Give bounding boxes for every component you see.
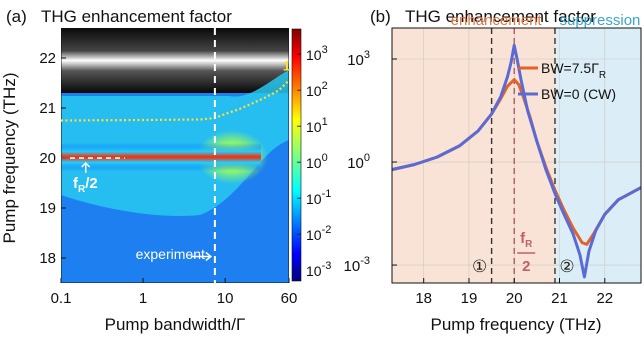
legend-label-main-0: BW=7.5Γ bbox=[541, 60, 599, 76]
panel-a-xtick-label: 1 bbox=[139, 290, 147, 307]
experiment-arrow bbox=[190, 251, 213, 262]
panel-b-xlabel: Pump frequency (THz) bbox=[431, 315, 602, 334]
colorbar-tick-exp: 1 bbox=[322, 116, 328, 128]
panel-a-ytick-label: 18 bbox=[39, 250, 56, 267]
panel-b-ytick-base: 10 bbox=[344, 258, 361, 275]
colorbar bbox=[291, 28, 302, 282]
panel-a-xtick-label: 60 bbox=[281, 290, 298, 307]
panel-b-ytick-exp: 0 bbox=[364, 152, 370, 164]
panel-a-ytick-label: 22 bbox=[39, 50, 56, 67]
region-1 bbox=[554, 28, 641, 283]
panel-a-ytick-label: 19 bbox=[39, 200, 56, 217]
heatmap-resonance-band bbox=[61, 143, 261, 171]
colorbar-tick-label: 101 bbox=[306, 116, 328, 135]
colorbar-tick-exp: -2 bbox=[322, 224, 332, 236]
colorbar-tick-base: 10 bbox=[306, 155, 322, 171]
panel-a-label: (a) bbox=[6, 7, 27, 26]
panel-b-xtick-label: 19 bbox=[461, 290, 478, 307]
colorbar-tick-exp: 2 bbox=[322, 80, 328, 92]
panel-a-axes: 0.1 1 10 60 18 19 20 21 22 bbox=[39, 50, 297, 307]
colorbar-tick-label: 10-1 bbox=[306, 188, 331, 207]
panel-b-ytick-base: 10 bbox=[347, 155, 364, 172]
colorbar-tick-base: 10 bbox=[306, 83, 322, 99]
heatmap-upper-region bbox=[61, 28, 289, 93]
panel-b-ytick-label: 100 bbox=[347, 152, 370, 172]
panel-a-xlabel: Pump bandwidth/Γ bbox=[105, 315, 246, 334]
panel-b-ytick-base: 10 bbox=[347, 52, 364, 69]
colorbar-tick-base: 10 bbox=[306, 119, 322, 135]
panel-b-title: THG enhancement factor bbox=[405, 7, 596, 26]
panel-b-label: (b) bbox=[370, 7, 391, 26]
legend-label-sub-0: R bbox=[599, 70, 606, 81]
colorbar-tick-base: 10 bbox=[306, 47, 322, 63]
colorbar-tick-label: 102 bbox=[306, 80, 328, 99]
colorbar-tick-label: 103 bbox=[306, 44, 328, 63]
colorbar-tick-label: 100 bbox=[306, 152, 328, 171]
colorbar-tick-base: 10 bbox=[306, 263, 322, 279]
panel-b-frame bbox=[391, 27, 642, 284]
panel-a-title: THG enhancement factor bbox=[41, 7, 232, 26]
fR-half-label-main: f bbox=[73, 175, 79, 192]
vline-marker-0: ① bbox=[472, 257, 487, 276]
fR-half-label: fR/2 bbox=[73, 175, 98, 195]
vline-fR-main: f bbox=[520, 230, 526, 247]
region-label-1: suppression bbox=[560, 12, 641, 29]
panel-b-xtick-label: 21 bbox=[551, 290, 568, 307]
colorbar-tick-base: 10 bbox=[306, 227, 322, 243]
panel-b-xtick-label: 20 bbox=[506, 290, 523, 307]
panel-b-plot bbox=[392, 28, 641, 283]
legend: BW=7.5ΓR BW=0 (CW) bbox=[518, 60, 616, 102]
panel-b-xtick-label: 18 bbox=[415, 290, 432, 307]
panel-b-ytick-exp: 3 bbox=[364, 49, 370, 61]
panel-a-ytick-label: 21 bbox=[39, 100, 56, 117]
vline-fR-sub: R bbox=[525, 239, 533, 250]
experiment-label: experiment bbox=[136, 246, 205, 262]
legend-label-main-1: BW=0 (CW) bbox=[541, 86, 616, 102]
region-0 bbox=[392, 28, 555, 283]
panel-a-xtick-label: 0.1 bbox=[51, 290, 72, 307]
panel-a-overlays: 1 experiment fR/2 bbox=[60, 28, 291, 283]
colorbar-tick-exp: -3 bbox=[322, 260, 332, 272]
legend-label-0: BW=7.5ΓR bbox=[541, 60, 606, 81]
heatmap bbox=[61, 28, 289, 283]
fR-half-arrow bbox=[81, 161, 91, 173]
panel-a-ylabel: Pump frequency (THz) bbox=[0, 73, 19, 244]
resonance-curve bbox=[60, 79, 290, 122]
legend-label-1: BW=0 (CW) bbox=[541, 86, 616, 102]
vline-fR-numerator: fR bbox=[520, 230, 533, 250]
colorbar-tick-label: 10-2 bbox=[306, 224, 331, 243]
panel-a-ytick-label: 20 bbox=[39, 150, 56, 167]
resonance-curve-label: 1 bbox=[283, 58, 291, 74]
vline-marker-2: ② bbox=[559, 257, 574, 276]
panel-b-ytick-label: 103 bbox=[347, 49, 370, 69]
panel-b-ytick-label: 10-3 bbox=[344, 255, 370, 275]
panel-b-xtick-label: 22 bbox=[596, 290, 613, 307]
colorbar-tick-exp: -1 bbox=[322, 188, 332, 200]
panel-b-ytick-exp: -3 bbox=[360, 255, 370, 267]
fR-half-label-sub: R bbox=[78, 184, 86, 195]
colorbar-tick-label: 10-3 bbox=[306, 260, 331, 279]
vline-fR-denominator: 2 bbox=[522, 258, 530, 275]
colorbar-tick-base: 10 bbox=[306, 191, 322, 207]
series-line-1 bbox=[392, 43, 641, 279]
colorbar-tick-exp: 0 bbox=[322, 152, 328, 164]
fR-half-label-tail: /2 bbox=[85, 175, 98, 192]
colorbar-tick-exp: 3 bbox=[322, 44, 328, 56]
panel-a-xtick-label: 10 bbox=[217, 290, 234, 307]
region-label-0: enhancement bbox=[451, 12, 543, 29]
